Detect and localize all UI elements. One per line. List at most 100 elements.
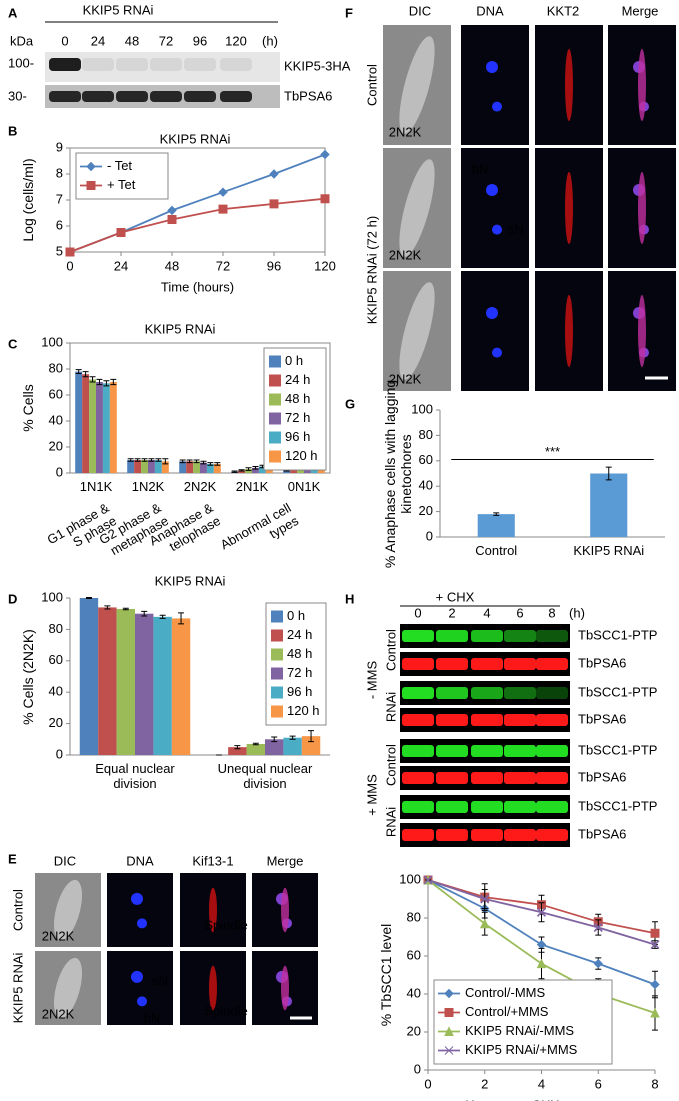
band [536, 829, 568, 841]
column-header: DIC [54, 853, 76, 868]
panel-letter: C [8, 336, 18, 351]
x-tick-label: 4 [538, 1076, 545, 1091]
annotation: 2N2K [42, 928, 75, 943]
annotation: sN [152, 973, 168, 988]
error-bar [308, 730, 315, 743]
x-tick-label: 2 [481, 1076, 488, 1091]
row-label: Control [383, 744, 399, 786]
bar [116, 608, 135, 755]
nucleus [131, 892, 143, 905]
band [504, 687, 536, 699]
band [402, 687, 434, 699]
column-header: KKT2 [547, 3, 580, 18]
blot-header: + CHX [436, 589, 475, 604]
x-tick-label: 2N2K [183, 479, 217, 494]
legend-swatch [271, 705, 283, 718]
error-bar [159, 614, 166, 619]
bar [186, 461, 194, 473]
lane-label: 2 [448, 605, 455, 620]
signal [209, 965, 217, 1011]
legend-label: 72 h [287, 665, 312, 680]
y-tick-label: 5 [56, 243, 63, 258]
y-tick-label: 60 [49, 652, 63, 667]
row-label: KKIP5 RNAi [10, 952, 26, 1024]
marker [320, 149, 330, 160]
legend-swatch [269, 374, 281, 387]
bar [193, 461, 200, 473]
x-axis-label: Hours post CHX treatment [465, 1097, 618, 1101]
legend-marker [444, 1046, 454, 1055]
micrograph [107, 951, 173, 1025]
condition-label: + MMS [364, 774, 380, 816]
condition-label: - MMS [364, 660, 380, 700]
chart-title: KKIP5 RNAi [155, 573, 226, 588]
annotation: *** [545, 444, 560, 459]
cell-shape [53, 879, 83, 941]
error-bar [200, 460, 207, 465]
nucleus [137, 996, 147, 1007]
error-bar [178, 612, 185, 625]
error-bar [82, 371, 89, 378]
error-bar [96, 378, 103, 386]
legend-swatch [271, 610, 283, 623]
marker [167, 215, 177, 224]
lane-unit: (h) [569, 605, 585, 620]
panel-letter: D [8, 591, 17, 606]
error-bar [231, 470, 238, 473]
x-tick-label: 96 [267, 258, 281, 273]
band [184, 91, 216, 102]
bar [154, 460, 162, 473]
lane-label: 4 [483, 605, 490, 620]
annotation: sN [508, 221, 524, 236]
kda-marker: 100- [8, 55, 34, 70]
marker [218, 187, 228, 197]
marker [650, 940, 660, 950]
y-tick-label: 9 [56, 139, 63, 154]
column-header: Kif13-1 [192, 853, 233, 868]
column-header: DIC [409, 3, 431, 18]
marker [269, 169, 279, 179]
band [536, 714, 568, 726]
band [471, 829, 503, 841]
lane-label: 96 [193, 33, 207, 48]
band [220, 58, 252, 71]
legend-box [75, 152, 169, 200]
legend-label: 0 h [285, 353, 303, 368]
band-label: TbPSA6 [578, 655, 626, 670]
y-tick-label: 20 [419, 503, 433, 518]
bar [477, 514, 515, 537]
nucleus [492, 347, 502, 358]
signal [209, 887, 217, 933]
row-label: Control [383, 629, 399, 671]
band-label: TbSCC1-PTP [578, 684, 657, 699]
x-tick-label: 72 [216, 258, 230, 273]
error-bar [179, 459, 186, 464]
marker [536, 907, 547, 917]
band [436, 772, 468, 784]
y-tick-label: 0 [56, 464, 63, 479]
nucleus [486, 307, 498, 319]
legend-box [433, 979, 613, 1065]
x-axis-label: Time (hours) [161, 279, 234, 294]
marker [479, 918, 490, 929]
bar [96, 382, 103, 473]
bar [102, 383, 110, 473]
error-bar [103, 380, 110, 387]
error-bar [252, 466, 259, 470]
band [49, 91, 81, 102]
bar [75, 371, 83, 473]
error-bar [162, 458, 169, 465]
row-label: KKIP5 RNAi (72 h) [364, 215, 380, 325]
y-tick-label: 6 [56, 217, 63, 232]
bar [109, 382, 117, 473]
band [49, 58, 81, 71]
band-label: TbSCC1-PTP [578, 627, 657, 642]
x-tick-label: 1N2K [131, 479, 165, 494]
annotation: 2N2K [389, 371, 422, 386]
column-header: DNA [126, 853, 154, 868]
legend-label: 48 h [285, 391, 310, 406]
bar [134, 460, 142, 473]
legend-label: KKIP5 RNAi/+MMS [465, 1042, 578, 1057]
band [471, 687, 503, 699]
